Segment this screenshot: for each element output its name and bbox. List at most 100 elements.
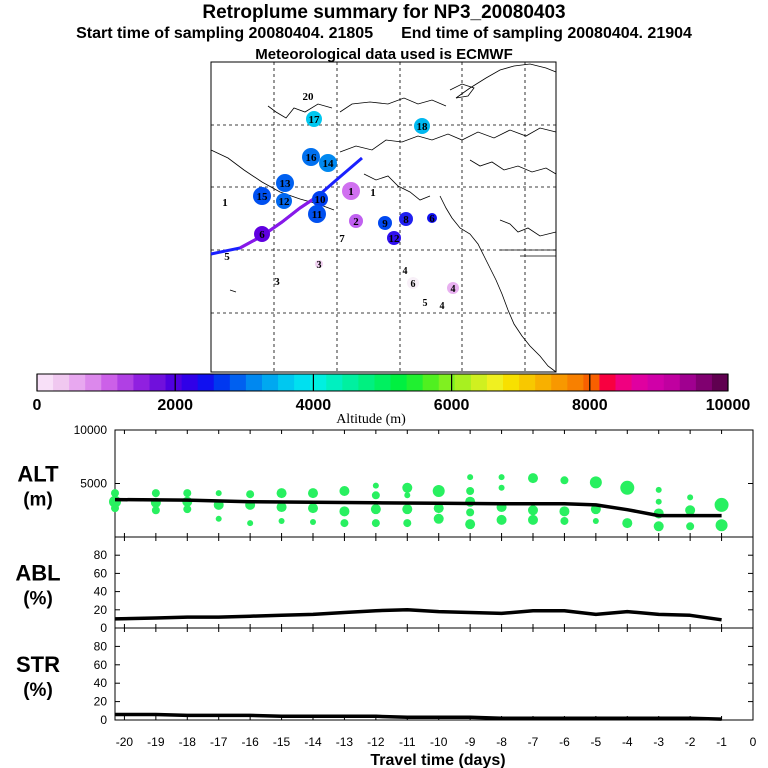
altitude-point xyxy=(466,486,475,495)
map-graticule xyxy=(211,62,556,372)
map-cluster-10: 10 xyxy=(312,191,328,207)
x-tick-label: -4 xyxy=(622,735,633,749)
cluster-number: 20 xyxy=(303,91,315,103)
panel-frame xyxy=(114,429,754,538)
x-axis-title: Travel time (days) xyxy=(370,752,505,768)
cluster-number: 9 xyxy=(382,218,388,230)
panel-abl: 0 20 40 60 80 ABL (%) xyxy=(15,536,754,635)
map-cluster-15: 9 xyxy=(378,216,392,230)
map-cluster-26: 4 xyxy=(447,282,459,295)
map-cluster-27: 5 xyxy=(423,298,428,309)
cluster-marker xyxy=(378,216,392,230)
time-series-panels: 5000 10000 ALT (m) 0 20 40 60 80 ABL (%) 0 20 40 60 80 S… xyxy=(15,423,756,768)
panel-frame xyxy=(114,627,754,721)
cluster-marker xyxy=(399,212,413,226)
cluster-number: 7 xyxy=(339,233,345,245)
colorbar-cell xyxy=(438,374,456,391)
cluster-number: 6 xyxy=(411,279,416,290)
colorbar-cell xyxy=(229,374,247,391)
colorbar-cell xyxy=(663,374,681,391)
cluster-marker xyxy=(447,282,459,294)
altitude-point xyxy=(560,516,569,525)
cluster-number: 13 xyxy=(280,178,292,190)
map-cluster-13: 1 xyxy=(370,187,376,199)
map-cluster-6: 13 xyxy=(276,174,294,192)
altitude-point xyxy=(111,489,119,498)
panel-ylabel-unit: (%) xyxy=(23,589,53,610)
altitude-point xyxy=(371,519,380,528)
x-tick-label: -6 xyxy=(559,735,570,749)
abl-series-line xyxy=(114,608,722,622)
cluster-number: 4 xyxy=(440,301,445,312)
altitude-point xyxy=(215,490,222,497)
x-tick-label: -2 xyxy=(685,735,696,749)
colorbar-cell xyxy=(278,374,295,391)
panel-alt: 5000 10000 ALT (m) xyxy=(17,423,754,538)
cluster-number: 3 xyxy=(317,260,322,271)
panel-ylabel: STR xyxy=(16,652,60,677)
colorbar-cell xyxy=(711,374,729,391)
end-time-label: End time of sampling 20080404. 21904 xyxy=(401,25,692,42)
altitude-point xyxy=(655,486,662,493)
cluster-marker xyxy=(312,191,328,207)
altitude-point xyxy=(687,494,694,501)
colorbar-tick-label: 0 xyxy=(33,397,42,414)
colorbar-cell xyxy=(567,374,584,391)
x-tick-label: -14 xyxy=(304,735,322,749)
map-cluster-17: 6 xyxy=(427,213,437,225)
map-cluster-2: 17 xyxy=(306,111,322,127)
cluster-number: 4 xyxy=(403,266,408,277)
altitude-point xyxy=(528,514,538,525)
sampling-times: Start time of sampling 20080404. 21805 En… xyxy=(0,25,768,43)
cluster-number: 18 xyxy=(417,121,429,133)
altitude-point xyxy=(686,522,695,531)
colorbar-cell xyxy=(679,374,697,391)
map-cluster-18: 7 xyxy=(339,233,345,245)
colorbar-cell xyxy=(599,374,617,391)
colorbar-cell xyxy=(197,374,215,391)
cluster-number: 5 xyxy=(423,298,428,309)
map-cluster-28: 4 xyxy=(440,301,445,312)
x-tick-label: -11 xyxy=(399,735,416,749)
panel-ylabel-unit: (m) xyxy=(23,490,53,511)
colorbar-cell xyxy=(551,374,568,391)
cluster-number: 5 xyxy=(224,251,230,263)
colorbar-cell xyxy=(133,374,150,391)
cluster-number: 6 xyxy=(429,213,435,225)
colorbar-tick-label: 2000 xyxy=(157,397,193,414)
cluster-number: 1 xyxy=(222,197,228,209)
altitude-point xyxy=(622,518,633,529)
altitude-point xyxy=(403,519,412,528)
map-cluster-19: 12 xyxy=(387,231,401,245)
cluster-number: 8 xyxy=(403,214,409,226)
altitude-point xyxy=(498,484,505,491)
panel-ylabel: ABL xyxy=(15,561,60,586)
altitude-point xyxy=(404,492,411,499)
y-tick-label: 40 xyxy=(94,676,108,690)
colorbar-cell xyxy=(181,374,199,391)
colorbar-cell xyxy=(101,374,118,391)
altitude-point xyxy=(339,485,350,496)
cluster-number: 14 xyxy=(323,158,335,170)
cluster-number: 1 xyxy=(348,186,354,198)
colorbar-cell xyxy=(374,374,392,391)
altitude-point xyxy=(276,488,287,499)
altitude-point xyxy=(183,505,192,514)
colorbar-cell xyxy=(358,374,375,391)
cluster-marker xyxy=(342,182,360,200)
altitude-point xyxy=(466,508,475,517)
colorbar-cell xyxy=(213,374,231,391)
altitude-point xyxy=(183,489,192,498)
altitude-point xyxy=(560,476,569,485)
cluster-marker xyxy=(276,174,294,192)
cluster-marker xyxy=(427,213,437,223)
cluster-number: 12 xyxy=(279,196,291,208)
x-tick-label: -17 xyxy=(210,735,228,749)
altitude-point xyxy=(528,473,538,484)
altitude-point xyxy=(402,482,413,493)
colorbar-cell xyxy=(470,374,488,391)
map-cluster-21: 5 xyxy=(224,251,230,263)
cluster-marker xyxy=(319,154,337,172)
